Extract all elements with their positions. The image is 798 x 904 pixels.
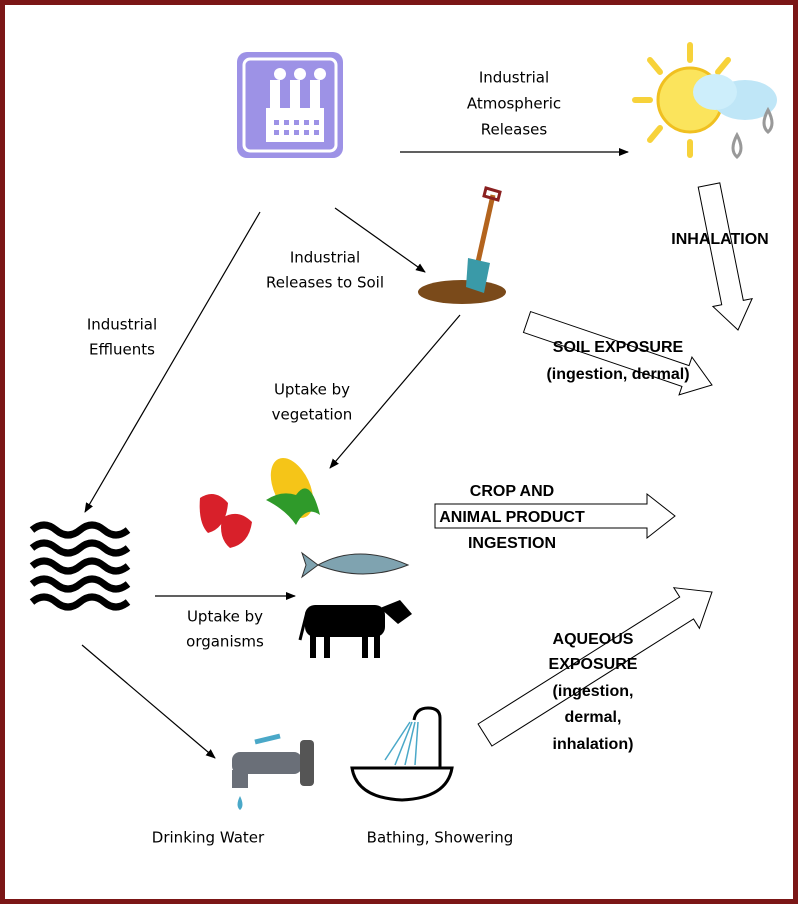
produce-icon — [200, 451, 322, 548]
label: Releases — [481, 121, 548, 139]
exposure-label: ANIMAL PRODUCT — [439, 509, 585, 526]
factory-icon — [237, 52, 343, 158]
label: Releases to Soil — [266, 274, 384, 292]
label: Bathing, Showering — [367, 829, 514, 847]
label: Uptake by — [187, 608, 263, 626]
weather-icon — [635, 45, 777, 157]
block-arrow — [698, 183, 752, 330]
label: Atmospheric — [467, 95, 561, 113]
exposure-label: CROP AND — [470, 483, 554, 500]
exposure-label: INHALATION — [671, 231, 768, 248]
label: Drinking Water — [152, 829, 265, 847]
fish-icon — [302, 553, 408, 577]
label: vegetation — [272, 406, 353, 424]
label: Uptake by — [274, 381, 350, 399]
faucet-icon — [232, 736, 314, 810]
label: Effluents — [89, 341, 155, 359]
bathtub-icon — [352, 708, 452, 800]
cow-icon — [300, 600, 412, 658]
flow-arrows — [82, 152, 628, 758]
water-icon — [32, 525, 128, 607]
exposure-label: AQUEOUS — [553, 631, 634, 648]
diagram: Industrial Atmospheric Releases INHALATI… — [0, 0, 798, 904]
shovel-icon — [418, 188, 506, 304]
labels: Industrial Atmospheric Releases INHALATI… — [87, 69, 769, 847]
exposure-label: (ingestion, dermal) — [546, 366, 689, 383]
label: Industrial — [479, 69, 549, 87]
label: organisms — [186, 633, 264, 651]
label: Industrial — [290, 249, 360, 267]
exposure-label: dermal, — [565, 709, 622, 726]
exposure-label: inhalation) — [553, 736, 634, 753]
label: Industrial — [87, 316, 157, 334]
exposure-label: SOIL EXPOSURE — [553, 339, 684, 356]
exposure-label: INGESTION — [468, 535, 556, 552]
exposure-label: EXPOSURE — [549, 656, 638, 673]
exposure-label: (ingestion, — [553, 683, 634, 700]
